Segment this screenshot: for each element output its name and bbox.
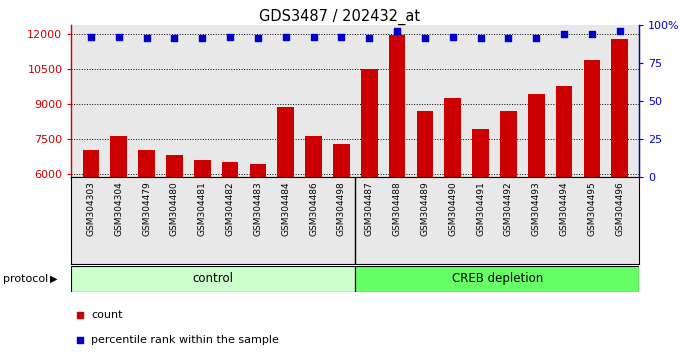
Text: GSM304484: GSM304484 — [282, 181, 290, 236]
Point — [586, 31, 597, 37]
Point — [427, 28, 438, 34]
Bar — [583, 59, 600, 177]
Point — [558, 31, 569, 37]
Text: ▶: ▶ — [50, 274, 57, 284]
Text: GSM304486: GSM304486 — [309, 181, 318, 236]
Text: GSM304494: GSM304494 — [560, 181, 568, 236]
Text: GSM304480: GSM304480 — [170, 181, 179, 236]
Bar — [361, 69, 377, 177]
Point — [447, 34, 458, 40]
Bar — [472, 129, 489, 177]
Text: percentile rank within the sample: percentile rank within the sample — [91, 335, 279, 345]
Bar — [333, 144, 350, 177]
Bar — [138, 150, 155, 177]
Text: GSM304481: GSM304481 — [198, 181, 207, 236]
Text: count: count — [91, 310, 123, 320]
Point — [224, 34, 235, 40]
Text: GSM304303: GSM304303 — [86, 181, 95, 236]
Text: protocol: protocol — [3, 274, 49, 284]
Point — [614, 28, 625, 34]
Point — [392, 28, 403, 34]
Bar — [500, 111, 517, 177]
Text: GSM304490: GSM304490 — [448, 181, 457, 236]
Text: CREB depletion: CREB depletion — [452, 272, 543, 285]
Text: GSM304482: GSM304482 — [226, 181, 235, 236]
Bar — [556, 86, 573, 177]
Bar — [71, 266, 355, 292]
Point — [280, 34, 291, 40]
Bar — [222, 162, 239, 177]
Point — [336, 34, 347, 40]
Text: GSM304496: GSM304496 — [615, 181, 624, 236]
Point — [114, 34, 124, 40]
Point — [86, 34, 97, 40]
Point — [197, 36, 207, 41]
Point — [308, 34, 319, 40]
Text: GSM304487: GSM304487 — [364, 181, 374, 236]
Point — [531, 36, 542, 41]
Text: GDS3487 / 202432_at: GDS3487 / 202432_at — [260, 9, 420, 25]
Text: control: control — [193, 272, 234, 285]
Bar — [389, 35, 405, 177]
Text: GSM304495: GSM304495 — [588, 181, 596, 236]
Bar — [166, 155, 183, 177]
Point — [169, 36, 180, 41]
Bar — [250, 164, 267, 177]
Point — [252, 36, 263, 41]
Bar — [355, 266, 639, 292]
Text: GSM304489: GSM304489 — [420, 181, 429, 236]
Point — [420, 36, 430, 41]
Text: GSM304491: GSM304491 — [476, 181, 485, 236]
Bar — [194, 160, 211, 177]
Bar — [277, 107, 294, 177]
Bar — [528, 95, 545, 177]
Bar — [611, 39, 628, 177]
Bar — [444, 98, 461, 177]
Text: GSM304479: GSM304479 — [142, 181, 151, 236]
Bar — [82, 150, 99, 177]
Bar — [305, 136, 322, 177]
Point — [503, 36, 514, 41]
Text: GSM304304: GSM304304 — [114, 181, 123, 236]
Point — [475, 36, 486, 41]
Bar — [417, 111, 433, 177]
Bar — [110, 136, 127, 177]
Text: GSM304492: GSM304492 — [504, 181, 513, 236]
Text: GSM304498: GSM304498 — [337, 181, 346, 236]
Text: GSM304483: GSM304483 — [254, 181, 262, 236]
Point — [427, 258, 438, 264]
Text: GSM304493: GSM304493 — [532, 181, 541, 236]
Point — [141, 36, 152, 41]
Point — [364, 36, 375, 41]
Text: GSM304488: GSM304488 — [392, 181, 402, 236]
